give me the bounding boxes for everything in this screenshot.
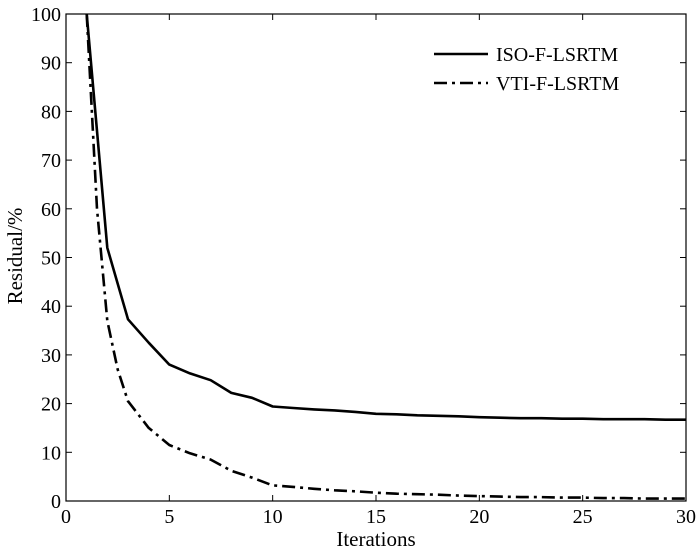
x-axis-title: Iterations [336,527,415,551]
x-tick-label: 25 [573,506,593,528]
y-tick-label: 30 [41,345,61,367]
plot-area [85,13,686,500]
y-tick-label: 10 [41,442,61,464]
x-tick-label: 30 [676,506,696,528]
y-tick-label: 80 [41,101,61,123]
y-tick-label: 40 [41,296,61,318]
axes [65,13,687,502]
legend-label: ISO-F-LSRTM [496,44,618,66]
y-tick-label: 100 [31,4,61,26]
x-tick-label: 10 [263,506,283,528]
legend-label: VTI-F-LSRTM [496,73,619,95]
y-tick-label: 0 [51,491,61,513]
y-axis-title: Residual/% [3,208,27,305]
y-tick-label: 70 [41,150,61,172]
legend: ISO-F-LSRTM VTI-F-LSRTM [434,44,619,95]
tick-labels: 0 5 10 15 20 25 30 0 10 20 30 40 50 60 70 80 90 100 [31,4,696,528]
series-line-iso [85,13,686,422]
y-tick-label: 60 [41,199,61,221]
y-tick-label: 50 [41,248,61,270]
x-tick-label: 5 [164,506,174,528]
series-line-vti [85,13,686,500]
y-tick-label: 90 [41,53,61,75]
y-tick-label: 20 [41,394,61,416]
x-tick-label: 15 [366,506,386,528]
x-tick-label: 0 [61,506,71,528]
x-tick-label: 20 [469,506,489,528]
